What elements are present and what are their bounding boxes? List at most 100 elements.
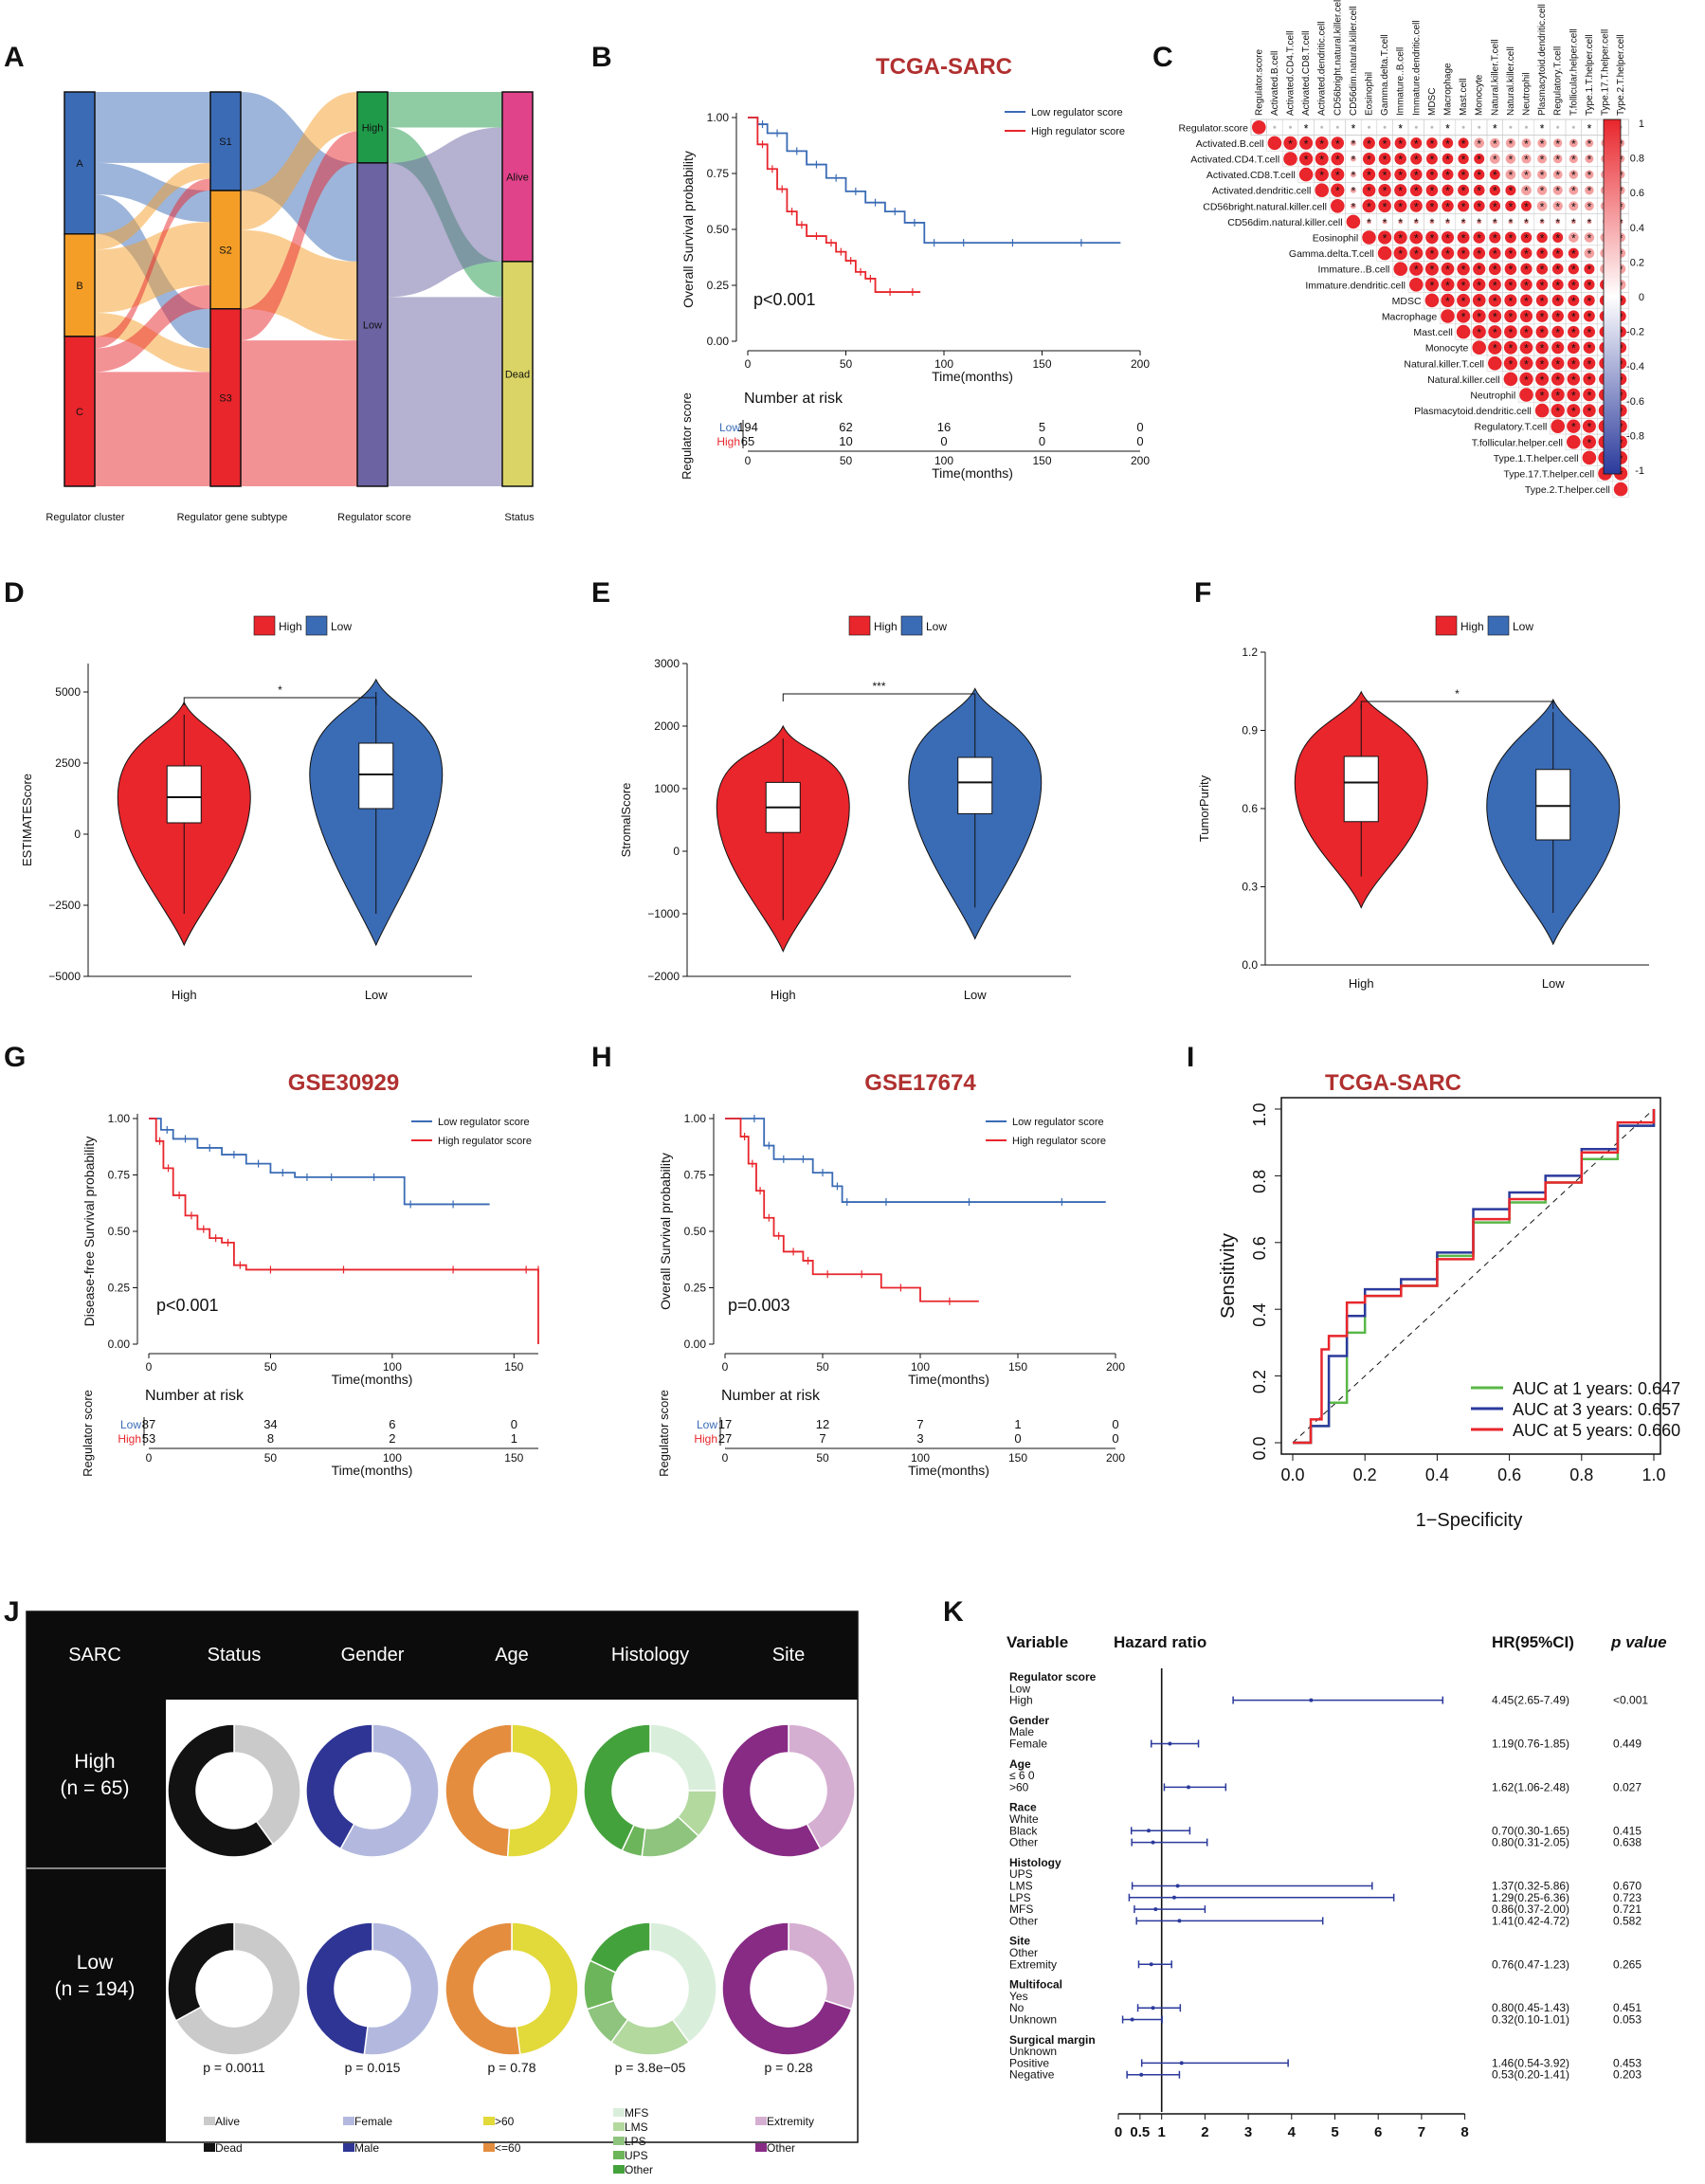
panel-d-violin: High Low 5000 2500 0 −2500 −5000 ESTIMATEScore H… [20, 615, 472, 1002]
corr-star: * [1477, 169, 1481, 182]
forest-group-label: Histology [1009, 1856, 1061, 1869]
corr-star: * [1398, 247, 1403, 261]
corr-star: * [1540, 279, 1545, 292]
risk-x-axis-label: Time(months) [908, 1463, 989, 1478]
corr-star: * [1383, 216, 1388, 229]
risk-count-high: 0 [940, 434, 947, 448]
donut-segment-histology [589, 1921, 651, 1974]
corr-star: * [1493, 247, 1497, 261]
risk-count-low: 0 [1136, 420, 1143, 434]
corr-circle [1568, 247, 1579, 259]
y-tick-label: 0.25 [684, 1282, 707, 1295]
risk-count-low: 34 [263, 1417, 277, 1431]
x-tick-label: 1.0 [1642, 1465, 1665, 1484]
legend-gender: Male [354, 2141, 379, 2155]
y-tick-label: 0.6 [1250, 1236, 1269, 1260]
forest-p-value: 0.053 [1613, 2013, 1642, 2027]
corr-circle [1587, 219, 1592, 225]
y-tick-label: 2000 [654, 719, 680, 733]
corr-star: * [1587, 295, 1592, 308]
legend-label: High [874, 620, 898, 633]
x-tick-label: 0 [146, 1360, 153, 1374]
corr-circle [1568, 310, 1580, 322]
corr-star: * [1571, 405, 1576, 418]
corr-circle [1520, 231, 1533, 244]
corr-circle [1551, 294, 1564, 306]
corr-star: * [1540, 326, 1545, 339]
y-tick-label: −2500 [48, 899, 81, 912]
corr-star: * [1461, 216, 1466, 229]
risk-x-tick-label: 100 [911, 1451, 930, 1465]
corr-circle [1583, 326, 1595, 338]
corr-star: * [1540, 216, 1545, 229]
corr-star: * [1524, 185, 1529, 198]
corr-star: * [1367, 154, 1371, 167]
hr-point [1153, 1907, 1158, 1912]
y-tick-label: 0.50 [108, 1225, 131, 1238]
row-group-n: (n = 65) [61, 1777, 130, 1799]
x-tick-label: 1 [1158, 2124, 1166, 2140]
corr-row-label: Type.2.T.helper.cell [1525, 484, 1610, 496]
legend-label: Low regulator score [1012, 1117, 1104, 1128]
x-tick-label: 0.4 [1425, 1465, 1449, 1484]
corr-star: * [1571, 264, 1576, 277]
forest-p-value: 0.453 [1613, 2056, 1642, 2069]
corr-col-label: Monocyte [1475, 74, 1485, 116]
corr-circle [1551, 263, 1564, 275]
corr-star: * [1430, 264, 1435, 277]
row-group-n: (n = 194) [55, 1978, 136, 2000]
corr-circle [1472, 309, 1486, 323]
y-tick-label: 0.00 [108, 1338, 131, 1351]
header-hazard-ratio: Hazard ratio [1114, 1633, 1206, 1651]
risk-count-high: 0 [1112, 1431, 1118, 1446]
corr-star: * [1335, 154, 1340, 167]
risk-count-low: 6 [389, 1417, 395, 1431]
corr-circle [1298, 152, 1314, 166]
forest-p-value: 0.203 [1613, 2068, 1642, 2082]
corr-star: * [1414, 264, 1419, 277]
legend-label: AUC at 5 years: 0.660 [1513, 1421, 1680, 1440]
corr-star: * [1414, 232, 1419, 246]
chart-title: TCGA-SARC [1325, 1070, 1461, 1096]
corr-star: * [1319, 137, 1324, 151]
corr-star: * [1319, 154, 1324, 167]
y-tick-label: 1.00 [707, 111, 730, 124]
corr-circle [1535, 294, 1549, 307]
corr-circle [1383, 125, 1387, 129]
corr-circle [1446, 125, 1449, 129]
corr-col-label: Type.2.T.helper.cell [1616, 34, 1626, 116]
risk-x-tick-label: 150 [1032, 454, 1051, 467]
x-axis-label: Time(months) [908, 1372, 989, 1387]
y-tick-label: 2500 [55, 756, 81, 770]
corr-circle [1315, 183, 1329, 197]
corr-circle [1441, 293, 1455, 308]
corr-star: * [1524, 169, 1529, 182]
corr-circle [1377, 246, 1392, 261]
corr-circle [1488, 263, 1501, 276]
corr-circle [1551, 419, 1565, 434]
corr-star: * [1430, 137, 1435, 151]
corr-circle [1567, 435, 1581, 449]
y-tick-label: 0.9 [1242, 724, 1258, 737]
corr-circle [1582, 435, 1597, 449]
forest-p-value: 0.449 [1613, 1738, 1642, 1751]
donut-segment-site [721, 1723, 822, 1858]
risk-group-label: Low [719, 421, 740, 434]
forest-level-label: MFS [1009, 1902, 1033, 1916]
y-tick-label: 0.25 [707, 279, 730, 292]
corr-circle [1378, 168, 1391, 181]
corr-star: * [1587, 247, 1592, 261]
corr-circle [1393, 230, 1407, 245]
corr-star: * [1587, 279, 1592, 292]
panel-label-d: D [4, 577, 25, 609]
corr-circle [1568, 279, 1580, 291]
forest-level-label: ≤ 6 0 [1009, 1769, 1035, 1782]
corr-star: * [1555, 405, 1560, 418]
corr-star: * [1398, 154, 1403, 167]
corr-circle [1350, 172, 1356, 178]
p-value: p = 0.78 [488, 2060, 536, 2075]
corr-circle [1398, 219, 1404, 225]
risk-count-low: 87 [142, 1417, 155, 1431]
corr-star: * [1555, 232, 1560, 246]
